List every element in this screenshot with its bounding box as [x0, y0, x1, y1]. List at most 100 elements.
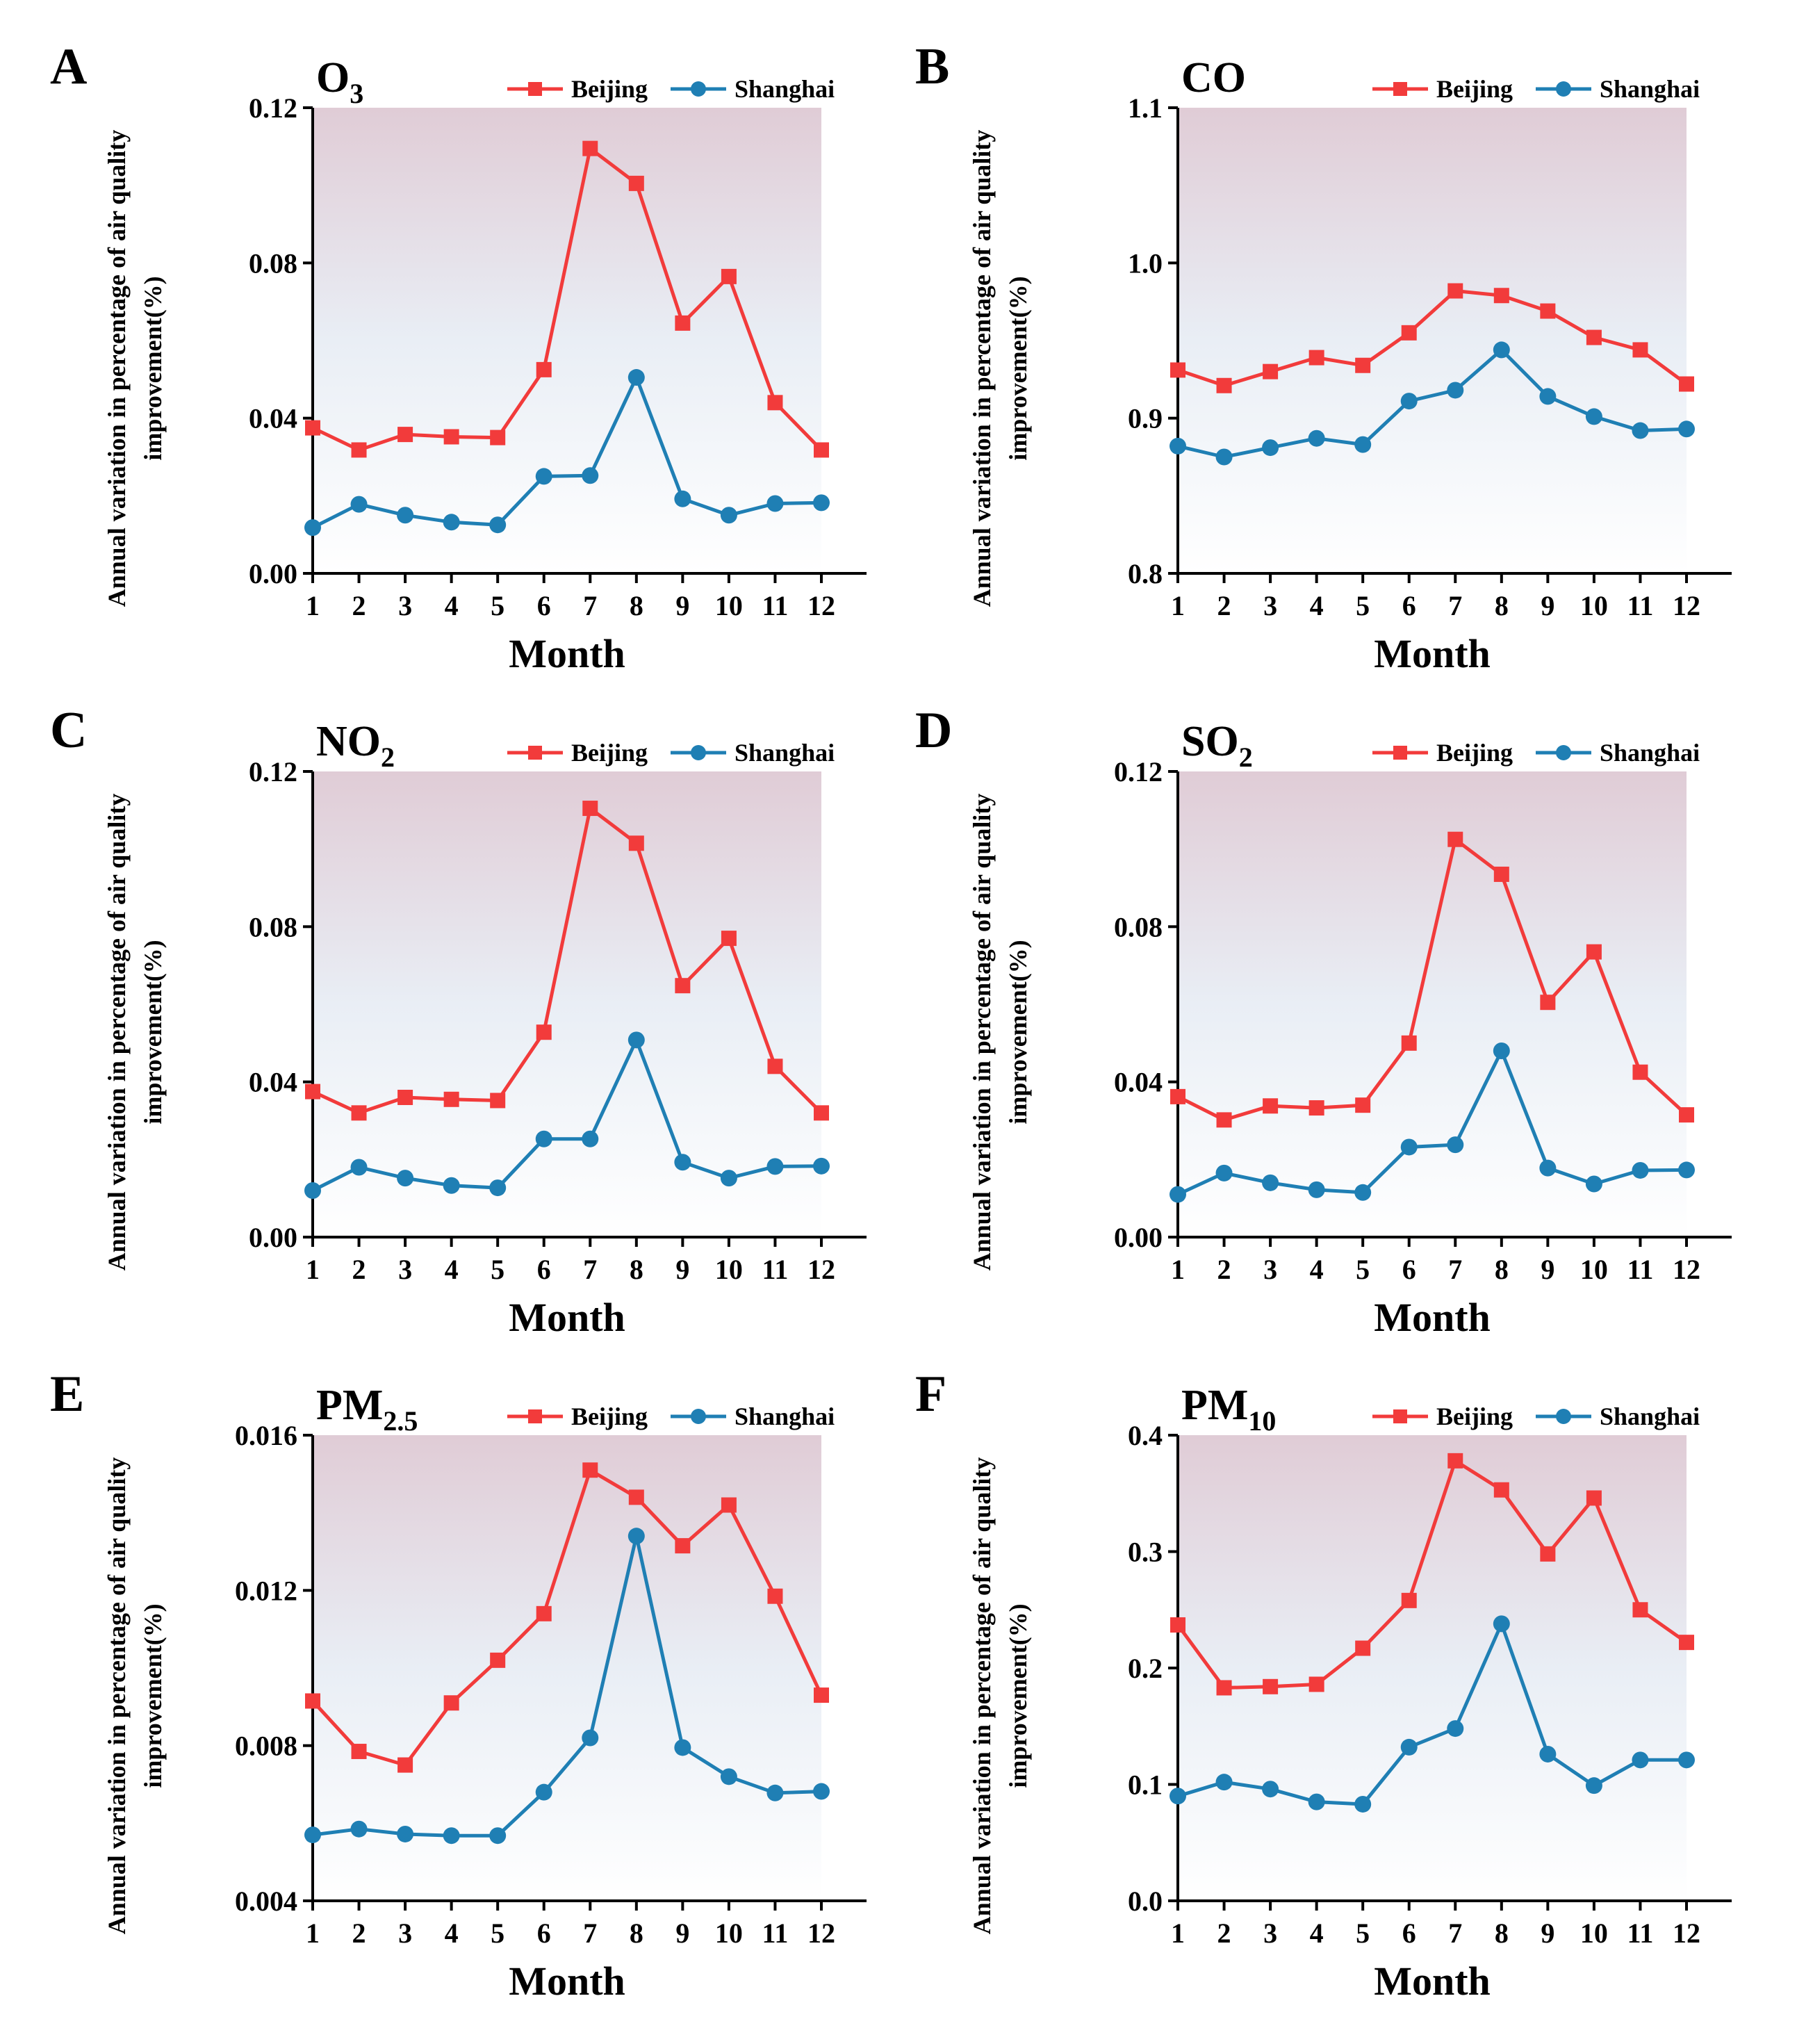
- data-point-beijing: [1586, 1490, 1602, 1506]
- series-line-beijing: [311, 1468, 823, 1767]
- x-tick-label: 9: [1541, 590, 1554, 621]
- x-tick-label: 4: [445, 1918, 459, 1949]
- data-point-beijing: [1493, 1482, 1509, 1498]
- panel-title-subscript: 2: [1239, 742, 1253, 773]
- panel-letter: A: [50, 38, 87, 95]
- x-tick-label: 2: [352, 1918, 366, 1949]
- data-point-shanghai: [1262, 1781, 1279, 1798]
- x-axis-title: Month: [1374, 1959, 1491, 2004]
- x-tick-label: 5: [1356, 590, 1370, 621]
- series-line-beijing: [1176, 1459, 1688, 1690]
- panel-title-subscript: 2: [381, 742, 395, 773]
- legend: Beijing Shanghai: [1372, 739, 1700, 767]
- panel-title-main: CO: [1181, 54, 1246, 101]
- data-point-beijing: [582, 140, 598, 156]
- data-point-shanghai: [1170, 1186, 1186, 1203]
- data-point-shanghai: [720, 507, 737, 524]
- legend-label-beijing: Beijing: [571, 739, 648, 767]
- data-point-beijing: [767, 1058, 783, 1074]
- data-point-beijing: [490, 1093, 506, 1109]
- series-line-beijing: [1177, 289, 1688, 388]
- data-point-shanghai: [674, 1154, 691, 1171]
- data-point-beijing: [1632, 342, 1648, 358]
- y-axis-title-line2: improvement(%): [139, 276, 167, 460]
- data-point-shanghai: [1678, 1161, 1695, 1179]
- data-point-shanghai: [304, 1826, 321, 1844]
- data-point-beijing: [814, 1105, 829, 1121]
- y-axis-title-line1: Annual variation in percentage of air qu…: [968, 794, 996, 1271]
- chart-panel-f: 0.00.10.20.30.41 2 3 4 5 6 7 8 9 10 11 12MonthAnnua…: [915, 1366, 1732, 2004]
- panel-title-subscript: 10: [1248, 1405, 1276, 1437]
- data-point-shanghai: [1215, 1774, 1233, 1791]
- x-tick-label: 7: [1448, 1918, 1462, 1949]
- data-point-shanghai: [1215, 1164, 1233, 1182]
- data-point-shanghai: [1447, 1720, 1464, 1738]
- y-axis-title-line2: improvement(%): [1004, 940, 1032, 1124]
- data-point-shanghai: [1585, 1175, 1602, 1193]
- data-point-shanghai: [1493, 1615, 1510, 1633]
- data-point-shanghai: [443, 1177, 460, 1194]
- y-tick-label: 0.004: [235, 1886, 297, 1917]
- data-point-beijing: [1263, 1098, 1279, 1114]
- data-point-beijing: [305, 1693, 320, 1709]
- y-tick-label: 0.2: [1128, 1653, 1163, 1684]
- panel-title-main: PM: [316, 1382, 383, 1429]
- data-point-shanghai: [1632, 422, 1649, 439]
- data-point-shanghai: [304, 519, 321, 537]
- data-point-beijing: [1632, 1064, 1648, 1080]
- data-point-beijing: [1263, 363, 1279, 379]
- x-tick-label: 3: [398, 1918, 412, 1949]
- data-point-beijing: [443, 429, 459, 445]
- x-tick-label: 7: [1448, 590, 1462, 621]
- data-point-beijing: [628, 175, 644, 191]
- x-tick-label: 6: [1402, 1918, 1416, 1949]
- panel-title: SO2: [1181, 718, 1253, 773]
- x-tick-label: 12: [1673, 1918, 1700, 1949]
- x-tick-label: 8: [630, 1254, 643, 1285]
- panel-letter: B: [915, 38, 949, 95]
- data-point-beijing: [767, 395, 783, 411]
- x-tick-label: 8: [1495, 1918, 1509, 1949]
- data-point-shanghai: [1632, 1161, 1649, 1179]
- y-tick-label: 0.3: [1128, 1537, 1163, 1568]
- data-point-beijing: [1493, 288, 1509, 304]
- data-point-shanghai: [1262, 439, 1279, 457]
- panel-letter: F: [915, 1366, 946, 1423]
- x-tick-label: 9: [675, 590, 689, 621]
- data-point-shanghai: [674, 1739, 691, 1756]
- data-point-beijing: [1263, 1678, 1279, 1694]
- data-point-shanghai: [535, 468, 552, 485]
- data-point-beijing: [536, 1605, 552, 1621]
- data-point-shanghai: [766, 495, 784, 512]
- data-point-beijing: [1493, 866, 1509, 882]
- chart-panel-a: 0.000.040.080.121 2 3 4 5 6 7 8 9 10 11 12MonthAnnu…: [50, 38, 867, 676]
- data-point-shanghai: [304, 1182, 321, 1199]
- y-tick-label: 0.08: [249, 911, 297, 942]
- legend-swatch-beijing-marker: [528, 82, 542, 96]
- legend: Beijing Shanghai: [507, 1403, 835, 1430]
- data-point-shanghai: [443, 1827, 460, 1845]
- x-tick-label: 8: [1495, 1254, 1509, 1285]
- data-point-shanghai: [1493, 341, 1510, 359]
- y-axis-title-line1: Annual variation in percentage of air qu…: [103, 130, 131, 607]
- y-tick-label: 0.04: [1114, 1067, 1163, 1098]
- x-tick-label: 2: [1217, 590, 1231, 621]
- data-point-beijing: [582, 1462, 598, 1478]
- data-point-beijing: [1308, 1100, 1324, 1116]
- data-point-shanghai: [1308, 430, 1325, 447]
- panel-title-subscript: 3: [350, 78, 363, 109]
- x-tick-label: 2: [1217, 1918, 1231, 1949]
- data-point-beijing: [675, 1538, 691, 1554]
- data-point-shanghai: [1308, 1181, 1325, 1198]
- x-tick-label: 11: [762, 1918, 789, 1949]
- data-point-shanghai: [350, 1820, 368, 1838]
- x-tick-label: 7: [583, 1254, 597, 1285]
- legend-label-beijing: Beijing: [1436, 75, 1513, 103]
- legend-label-beijing: Beijing: [1436, 1403, 1513, 1430]
- data-point-shanghai: [627, 369, 645, 386]
- x-tick-label: 8: [1495, 590, 1509, 621]
- x-tick-label: 4: [1310, 1918, 1324, 1949]
- data-point-shanghai: [1170, 437, 1186, 455]
- data-point-shanghai: [535, 1783, 552, 1801]
